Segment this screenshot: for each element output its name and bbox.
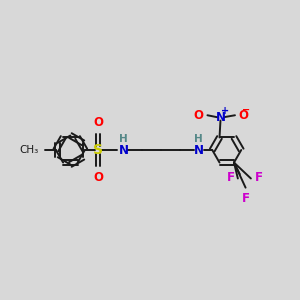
Text: +: + [221,106,230,116]
Text: O: O [239,109,249,122]
Text: F: F [242,193,250,206]
Text: N: N [118,143,128,157]
Text: S: S [93,143,103,157]
Text: −: − [242,104,250,115]
Text: F: F [227,171,235,184]
Text: H: H [119,134,128,144]
Text: O: O [93,171,103,184]
Text: H: H [194,134,203,144]
Text: O: O [194,109,204,122]
Text: N: N [215,111,226,124]
Text: N: N [194,143,204,157]
Text: F: F [255,171,263,184]
Text: CH₃: CH₃ [20,145,39,155]
Text: O: O [93,116,103,129]
